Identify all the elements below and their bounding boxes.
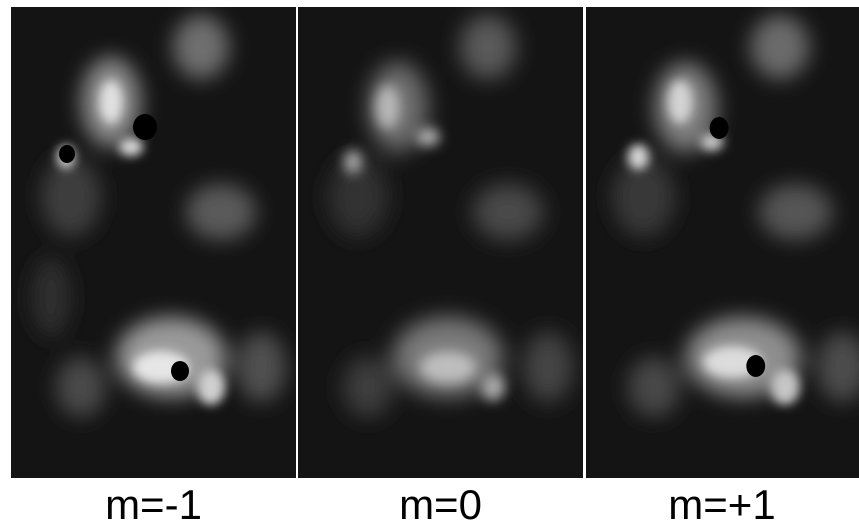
image-panel-m-0 [298, 7, 583, 478]
black-spot [133, 114, 157, 140]
black-spot [171, 361, 189, 381]
panel-label: m=0 [399, 481, 482, 528]
black-spot [59, 145, 75, 163]
grayscale-image [586, 7, 859, 478]
grayscale-image [298, 7, 583, 478]
black-spot [746, 355, 766, 377]
black-spot [709, 117, 729, 139]
image-panel-m-plus-1 [586, 7, 859, 478]
panel-label: m=+1 [668, 481, 776, 528]
panel-label: m=-1 [105, 481, 202, 528]
grayscale-image [11, 7, 296, 478]
image-panel-m-minus-1 [11, 7, 296, 478]
